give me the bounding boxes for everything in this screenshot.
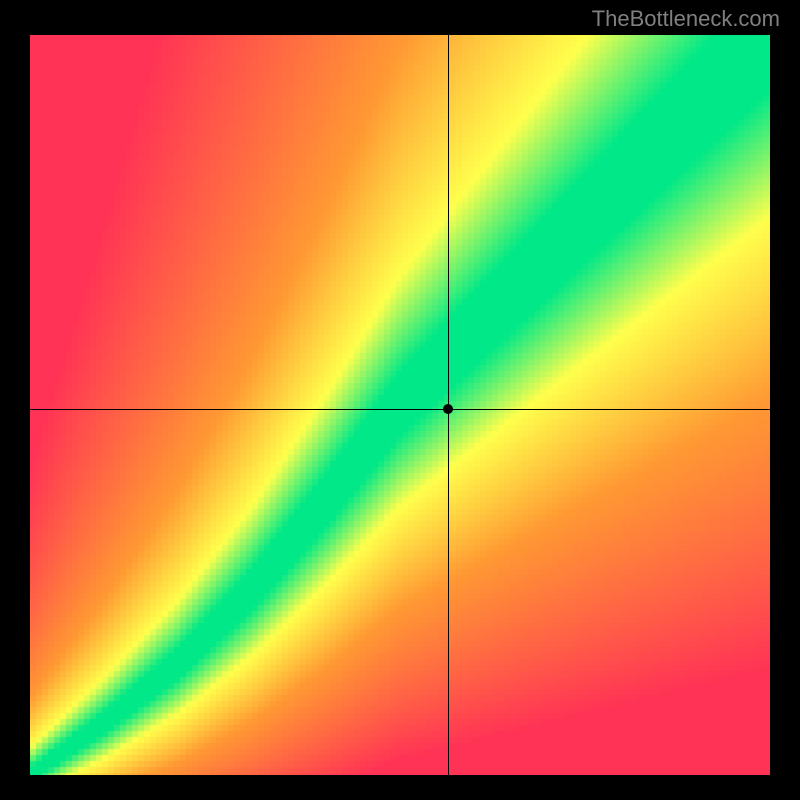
crosshair-horizontal xyxy=(30,409,770,410)
heatmap-canvas xyxy=(30,35,770,775)
heatmap-chart xyxy=(30,35,770,775)
crosshair-marker xyxy=(443,404,453,414)
watermark-text: TheBottleneck.com xyxy=(592,6,780,32)
